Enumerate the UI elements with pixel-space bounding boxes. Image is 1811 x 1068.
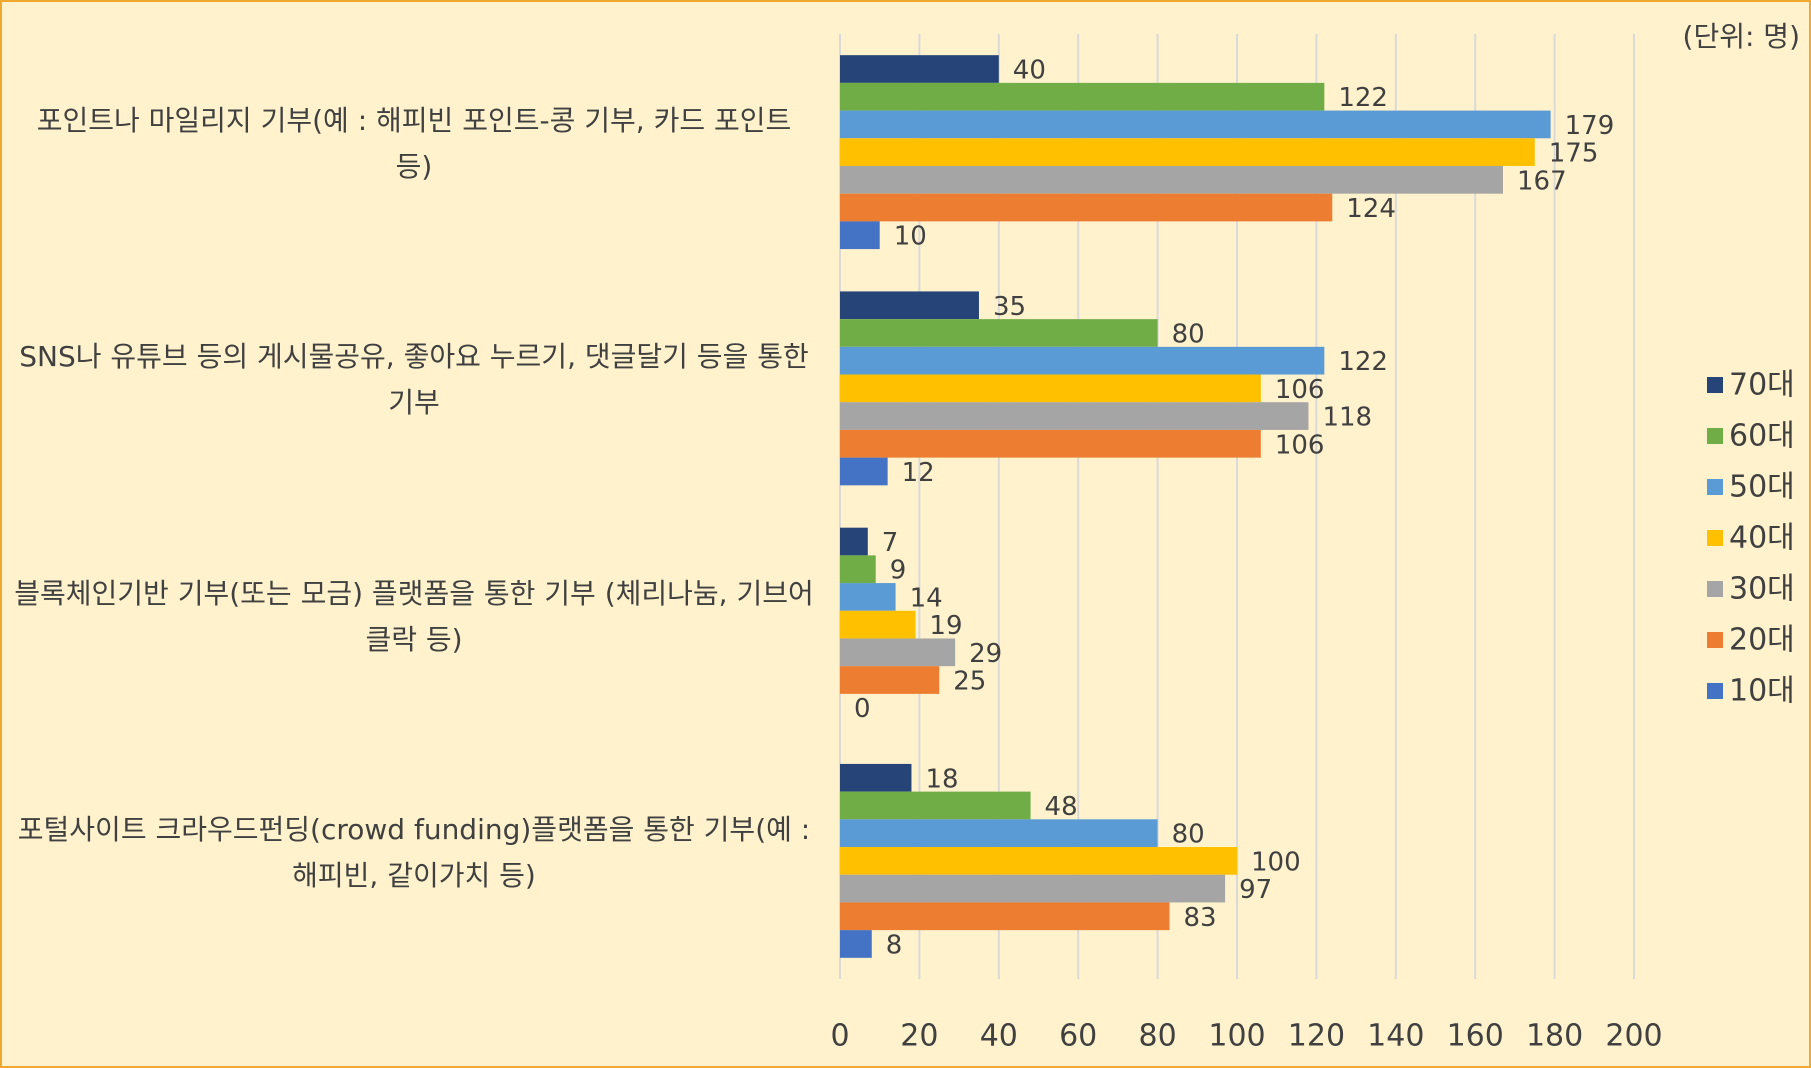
value-label: 80: [1172, 820, 1205, 850]
legend-swatch: [1707, 581, 1723, 597]
legend-label: 50대: [1729, 470, 1795, 505]
bar: [840, 874, 1226, 903]
legend-swatch: [1707, 377, 1723, 393]
value-label: 175: [1549, 139, 1599, 169]
category-label: 포인트나 마일리지 기부(예 : 해피빈 포인트-콩 기부, 카드 포인트 등): [36, 104, 792, 184]
value-label: 29: [969, 639, 1002, 669]
bar: [840, 527, 868, 556]
bar: [840, 666, 940, 694]
bar: [840, 138, 1535, 166]
bar: [840, 791, 1031, 820]
bar: [840, 819, 1158, 848]
category-label: SNS나 유튜브 등의 게시물공유, 좋아요 누르기, 댓글달기 등을 통한 기…: [19, 340, 809, 420]
value-label: 8: [886, 930, 903, 960]
value-label: 10: [894, 222, 927, 252]
value-label: 19: [929, 611, 962, 641]
legend-swatch: [1707, 530, 1723, 546]
bar: [840, 402, 1309, 430]
value-label: 106: [1275, 430, 1325, 460]
legend-swatch: [1707, 479, 1723, 495]
legend-swatch: [1707, 632, 1723, 648]
x-tick-label: 80: [1139, 1019, 1177, 1054]
x-tick-label: 120: [1288, 1019, 1345, 1054]
x-tick-label: 100: [1208, 1019, 1265, 1054]
bar: [840, 847, 1237, 875]
value-label: 100: [1251, 847, 1301, 877]
x-tick-label: 60: [1059, 1019, 1097, 1054]
bar: [840, 346, 1325, 375]
bar: [840, 457, 888, 486]
bar: [840, 374, 1261, 403]
value-label: 124: [1346, 194, 1396, 224]
value-label: 9: [890, 556, 907, 586]
bar: [840, 610, 916, 639]
bar: [840, 110, 1551, 139]
legend-label: 40대: [1729, 521, 1795, 556]
x-tick-label: 160: [1447, 1019, 1504, 1054]
value-label: 80: [1172, 319, 1205, 349]
legend-label: 20대: [1729, 623, 1795, 658]
bar: [840, 555, 876, 584]
value-label: 118: [1322, 403, 1372, 433]
value-label: 97: [1239, 875, 1272, 905]
bar: [840, 193, 1333, 222]
value-label: 179: [1565, 111, 1615, 141]
value-label: 0: [854, 694, 871, 724]
value-label: 35: [993, 292, 1026, 322]
bar: [840, 291, 979, 320]
legend-label: 10대: [1729, 674, 1795, 709]
x-tick-label: 200: [1605, 1019, 1662, 1054]
value-label: 83: [1184, 903, 1217, 933]
legend-label: 60대: [1729, 419, 1795, 454]
legend-label: 70대: [1729, 368, 1795, 403]
category-label: 블록체인기반 기부(또는 모금) 플랫폼을 통한 기부 (체리나눔, 기브어클락…: [14, 576, 814, 656]
x-tick-label: 40: [980, 1019, 1018, 1054]
unit-note: (단위: 명): [1683, 20, 1800, 53]
bar: [840, 319, 1158, 347]
x-tick-label: 20: [900, 1019, 938, 1054]
value-label: 48: [1045, 792, 1078, 822]
value-label: 167: [1517, 166, 1567, 196]
x-tick-label: 180: [1526, 1019, 1583, 1054]
legend-swatch: [1707, 428, 1723, 444]
value-label: 18: [925, 764, 958, 794]
category-label: 포털사이트 크라우드펀딩(crowd funding)플랫폼을 통한 기부(예 …: [17, 812, 811, 892]
bar: [840, 429, 1261, 458]
legend-label: 30대: [1729, 572, 1795, 607]
legend-swatch: [1707, 683, 1723, 699]
x-tick-label: 0: [830, 1019, 849, 1054]
bar: [840, 221, 880, 250]
bar: [840, 55, 999, 83]
value-label: 106: [1275, 375, 1325, 405]
bar: [840, 763, 912, 792]
x-tick-label: 140: [1367, 1019, 1424, 1054]
value-label: 25: [953, 667, 986, 697]
bar: [840, 638, 956, 667]
value-label: 122: [1338, 347, 1388, 377]
bar: [840, 165, 1503, 194]
bar: [840, 583, 896, 611]
bar: [840, 902, 1170, 931]
value-label: 40: [1013, 56, 1046, 86]
value-label: 7: [882, 528, 899, 558]
bar: [840, 82, 1325, 111]
bar: [840, 930, 872, 958]
value-label: 12: [902, 458, 935, 488]
value-label: 122: [1338, 83, 1388, 113]
value-label: 14: [910, 583, 943, 613]
